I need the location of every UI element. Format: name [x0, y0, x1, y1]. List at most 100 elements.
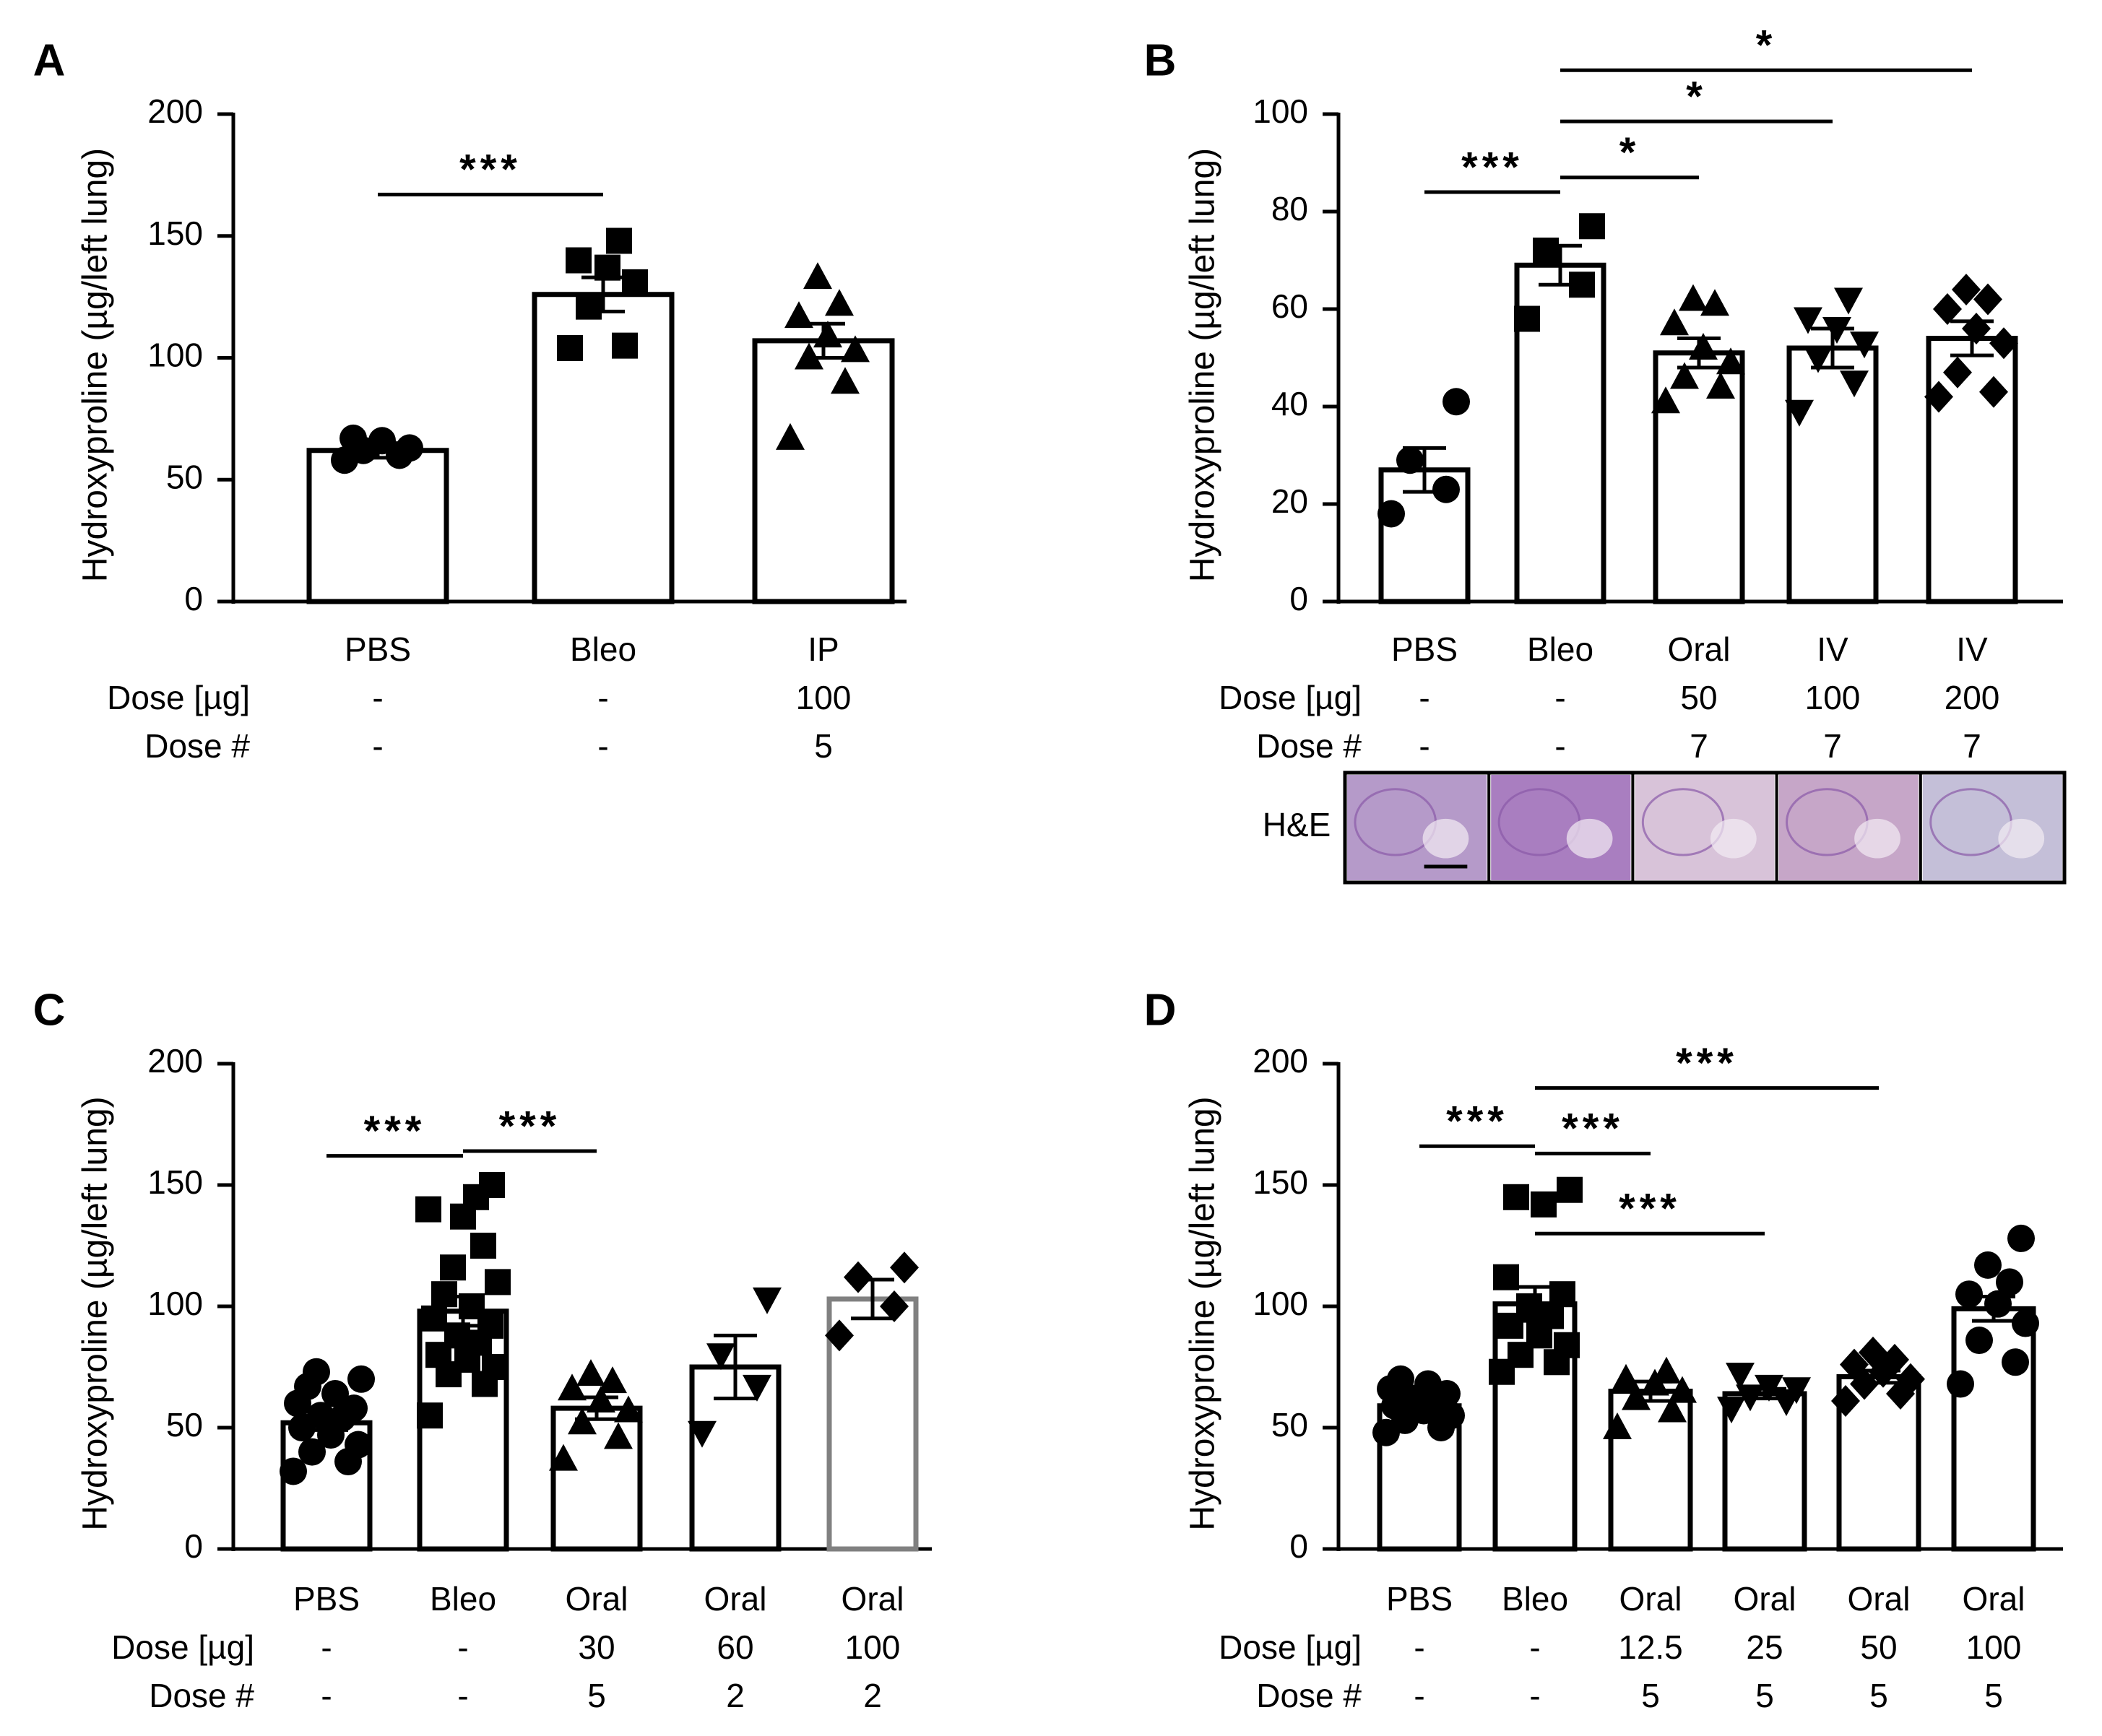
dose-count: - — [1554, 727, 1565, 765]
data-point — [1834, 287, 1863, 315]
y-tick-label: 100 — [147, 337, 203, 374]
histology-image — [1635, 775, 1775, 880]
bar — [550, 1405, 643, 1552]
histology-image — [1778, 775, 1919, 880]
dose-value: - — [1554, 679, 1565, 716]
data-point — [743, 1374, 771, 1402]
data-point — [1840, 1348, 1869, 1381]
data-point — [444, 1322, 470, 1349]
significance-label: *** — [1446, 1098, 1508, 1145]
data-point — [339, 424, 367, 452]
data-point — [303, 1358, 330, 1386]
tissue-airspace — [1710, 818, 1757, 859]
panel-b: B 0 20 40 60 80 100 Hydroxyproline (µg/left lun… — [1144, 22, 2067, 885]
y-tick-label: 80 — [1271, 190, 1308, 227]
data-point — [1984, 1290, 2012, 1318]
data-point — [368, 427, 396, 455]
data-point — [1652, 1356, 1681, 1384]
group-0: PBS - - — [1377, 388, 1471, 765]
row-label-dose: Dose [µg] — [111, 1628, 254, 1666]
category-label: Bleo — [430, 1580, 496, 1618]
data-point — [1782, 1377, 1811, 1405]
dose-value: - — [597, 679, 608, 716]
category-label: Oral — [1668, 630, 1731, 668]
y-tick-label: 100 — [147, 1285, 203, 1322]
category-label: Bleo — [570, 630, 636, 668]
y-tick-label: 150 — [1253, 1163, 1308, 1201]
y-tick-label: 50 — [1271, 1406, 1308, 1444]
group-0: PBS - - — [280, 1358, 375, 1714]
data-point — [1840, 370, 1869, 398]
category-label: Oral — [566, 1580, 628, 1618]
data-point — [1896, 1363, 1925, 1395]
group-2: Oral 30 5 — [549, 1359, 643, 1714]
dose-count: 5 — [587, 1677, 606, 1714]
dose-count: - — [597, 727, 608, 765]
dose-count: - — [1419, 727, 1430, 765]
data-point — [321, 1379, 349, 1407]
data-point — [1924, 381, 1953, 413]
dose-count: 7 — [1690, 727, 1708, 765]
group-1: Bleo - - — [415, 1172, 511, 1714]
bar — [1951, 1306, 2036, 1552]
group-1: Bleo - - — [1489, 1176, 1583, 1714]
row-label-dose: Dose [µg] — [1219, 1628, 1362, 1666]
data-point — [1974, 1251, 2002, 1279]
category-label: IV — [1817, 630, 1848, 668]
dose-value: 100 — [845, 1628, 901, 1666]
data-point — [825, 1319, 854, 1352]
y-tick-label: 60 — [1271, 287, 1308, 325]
significance-label: *** — [1619, 1186, 1681, 1233]
data-point — [549, 1444, 578, 1471]
panel-d: D 0 50 100 150 200 Hydroxyproline (µg/left lun… — [1144, 985, 2063, 1714]
bar — [1514, 262, 1606, 604]
bar — [1722, 1391, 1807, 1552]
histology-image — [1347, 775, 1487, 880]
data-point — [1432, 475, 1460, 503]
data-point — [1514, 305, 1540, 332]
data-point — [1396, 446, 1424, 474]
significance-label: * — [1686, 73, 1707, 120]
group-2: Oral 50 7 — [1651, 284, 1745, 765]
data-point — [1850, 331, 1879, 359]
dose-value: - — [1414, 1628, 1424, 1666]
category-label: Bleo — [1502, 1580, 1568, 1618]
group-3: Oral 25 5 — [1717, 1363, 1811, 1714]
panel-letter: A — [33, 35, 66, 85]
significance-label: *** — [1562, 1106, 1624, 1153]
dose-value: - — [1419, 679, 1430, 716]
data-point — [440, 1254, 466, 1281]
data-point — [880, 1290, 909, 1322]
data-point — [2002, 1348, 2029, 1376]
category-label: PBS — [293, 1580, 360, 1618]
bar — [752, 338, 895, 604]
panel-c: C 0 50 100 150 200 Hydroxyproline (µg/left lun… — [33, 985, 932, 1714]
y-axis-label: Hydroxyproline (µg/left lung) — [1184, 1096, 1222, 1530]
group-2: Oral 12.5 5 — [1603, 1356, 1697, 1714]
data-point — [594, 254, 620, 281]
dose-count: 5 — [1755, 1677, 1774, 1714]
y-tick-label: 200 — [147, 1042, 203, 1080]
data-point — [345, 1431, 372, 1459]
data-point — [1516, 1293, 1542, 1319]
row-label-dose: Dose [µg] — [1219, 679, 1362, 716]
data-point — [1493, 1264, 1519, 1290]
tissue-airspace — [1998, 818, 2045, 859]
tissue-airspace — [1566, 818, 1613, 859]
data-point — [1794, 307, 1822, 334]
data-point — [1387, 1365, 1414, 1393]
category-label: Oral — [1734, 1580, 1796, 1618]
data-point — [1622, 1383, 1651, 1410]
y-tick-label: 150 — [147, 1163, 203, 1201]
data-point — [558, 1373, 587, 1401]
data-point — [1717, 1397, 1746, 1424]
dose-value: - — [457, 1628, 468, 1666]
data-point — [753, 1287, 782, 1314]
data-point — [1804, 346, 1833, 373]
panel-letter: C — [33, 985, 66, 1035]
data-point — [688, 1420, 717, 1448]
row-label-dose-number: Dose # — [144, 727, 250, 765]
group-2: IP 100 5 — [752, 262, 895, 765]
significance-label: *** — [1461, 144, 1523, 191]
